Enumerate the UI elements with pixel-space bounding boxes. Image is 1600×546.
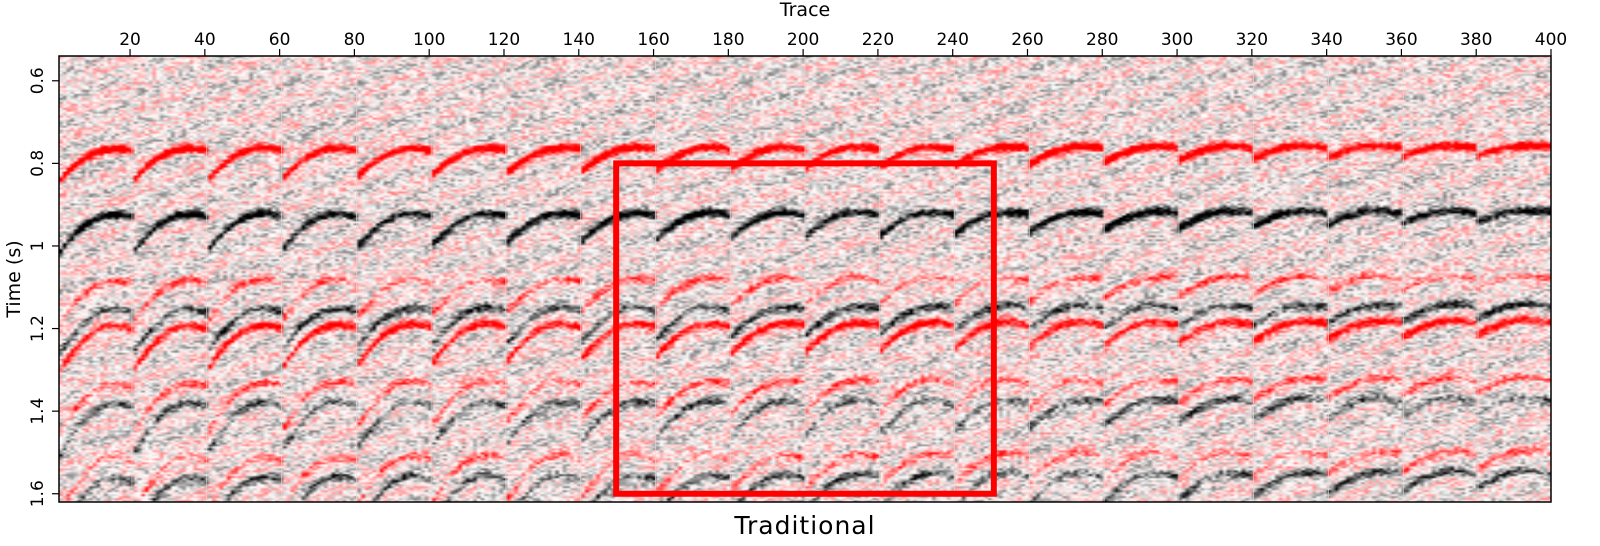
x-tick-label: 220	[862, 30, 894, 50]
x-axis-title: Trace	[779, 0, 830, 21]
figure-caption: Traditional	[733, 511, 875, 540]
plot-area	[58, 55, 1552, 503]
x-tick-label: 260	[1011, 30, 1043, 50]
x-tick-label: 340	[1310, 30, 1342, 50]
x-tick-label: 40	[194, 30, 216, 50]
y-tick-label: 1.2	[28, 315, 48, 342]
x-tick-label: 380	[1460, 30, 1492, 50]
x-tick-label: 100	[413, 30, 445, 50]
x-tick-label: 280	[1086, 30, 1118, 50]
y-tick-label: 1.4	[28, 398, 48, 425]
plot-frame	[58, 55, 1552, 503]
highlight-box	[613, 160, 997, 497]
x-tick-label: 60	[269, 30, 291, 50]
y-axis: 0.6 0.8 1 1.2 1.4 1.6	[28, 67, 59, 507]
x-tick-label: 400	[1535, 30, 1567, 50]
y-tick-label: 1.6	[28, 480, 48, 507]
y-axis-title: Time (s)	[3, 240, 25, 318]
x-tick-label: 80	[344, 30, 366, 50]
x-axis: 20 40 60 80 100 120 140 160 180 200 220 240 260 280 30…	[119, 30, 1567, 56]
x-tick-label: 360	[1385, 30, 1417, 50]
y-tick-label: 1	[28, 241, 48, 252]
x-tick-label: 20	[119, 30, 141, 50]
x-tick-label: 120	[488, 30, 520, 50]
x-tick-label: 300	[1161, 30, 1193, 50]
x-tick-label: 320	[1236, 30, 1268, 50]
gather-boundaries	[131, 56, 1479, 502]
y-tick-label: 0.8	[28, 150, 48, 177]
x-tick-label: 240	[936, 30, 968, 50]
y-tick-label: 0.6	[28, 67, 48, 94]
x-tick-label: 160	[637, 30, 669, 50]
x-tick-label: 200	[787, 30, 819, 50]
x-tick-label: 180	[712, 30, 744, 50]
x-tick-label: 140	[563, 30, 595, 50]
